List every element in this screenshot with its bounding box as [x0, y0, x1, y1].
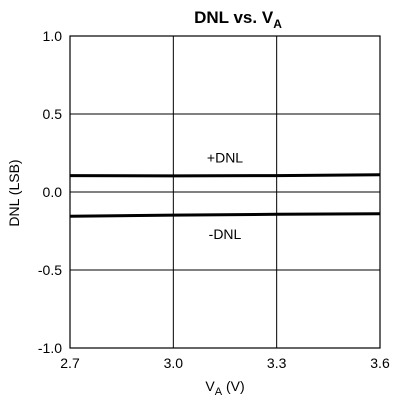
x-tick-label: 3.3 [267, 355, 287, 371]
y-tick-label: -0.5 [38, 262, 62, 278]
x-tick-label: 3.0 [164, 355, 184, 371]
x-axis-label: VA (V) [205, 378, 244, 398]
series-line-minus-dnl [69, 212, 381, 218]
series-lines [69, 173, 381, 218]
x-tick-label: 2.7 [60, 355, 80, 371]
y-tick-label: 1.0 [43, 28, 63, 44]
plot-frame [69, 35, 381, 349]
y-tick-label: -1.0 [38, 340, 62, 356]
x-tick-labels: 2.7 3.0 3.3 3.6 [60, 355, 390, 371]
grid-lines [69, 35, 381, 349]
y-tick-label: 0.5 [43, 106, 63, 122]
annotations: +DNL -DNL [207, 150, 243, 242]
y-tick-labels: 1.0 0.5 0.0 -0.5 -1.0 [38, 28, 62, 356]
y-tick-label: 0.0 [43, 184, 63, 200]
x-tick-label: 3.6 [370, 355, 390, 371]
series-line-plus-dnl [69, 173, 381, 178]
annotation-label: +DNL [207, 150, 243, 166]
y-axis-label: DNL (LSB) [6, 159, 22, 226]
chart-title: DNL vs. VA [194, 8, 282, 31]
annotation-label: -DNL [209, 226, 242, 242]
